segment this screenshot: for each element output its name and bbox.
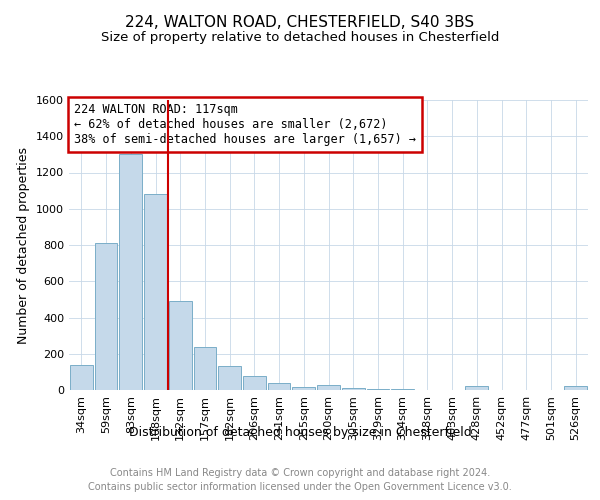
Bar bbox=[95, 243, 118, 390]
Text: Size of property relative to detached houses in Chesterfield: Size of property relative to detached ho… bbox=[101, 31, 499, 44]
Bar bbox=[70, 364, 93, 390]
Bar bbox=[317, 386, 340, 390]
Bar bbox=[342, 388, 365, 390]
Y-axis label: Number of detached properties: Number of detached properties bbox=[17, 146, 31, 344]
Bar bbox=[194, 348, 216, 390]
Bar bbox=[144, 194, 167, 390]
Bar bbox=[292, 388, 315, 390]
Bar bbox=[367, 388, 389, 390]
Text: Contains HM Land Registry data © Crown copyright and database right 2024.: Contains HM Land Registry data © Crown c… bbox=[110, 468, 490, 477]
Bar bbox=[564, 386, 587, 390]
Bar bbox=[391, 389, 414, 390]
Bar bbox=[466, 386, 488, 390]
Text: 224 WALTON ROAD: 117sqm
← 62% of detached houses are smaller (2,672)
38% of semi: 224 WALTON ROAD: 117sqm ← 62% of detache… bbox=[74, 103, 416, 146]
Bar bbox=[169, 301, 191, 390]
Text: Distribution of detached houses by size in Chesterfield: Distribution of detached houses by size … bbox=[128, 426, 472, 439]
Bar bbox=[119, 154, 142, 390]
Bar bbox=[243, 376, 266, 390]
Text: Contains public sector information licensed under the Open Government Licence v3: Contains public sector information licen… bbox=[88, 482, 512, 492]
Bar bbox=[268, 383, 290, 390]
Bar bbox=[218, 366, 241, 390]
Text: 224, WALTON ROAD, CHESTERFIELD, S40 3BS: 224, WALTON ROAD, CHESTERFIELD, S40 3BS bbox=[125, 15, 475, 30]
